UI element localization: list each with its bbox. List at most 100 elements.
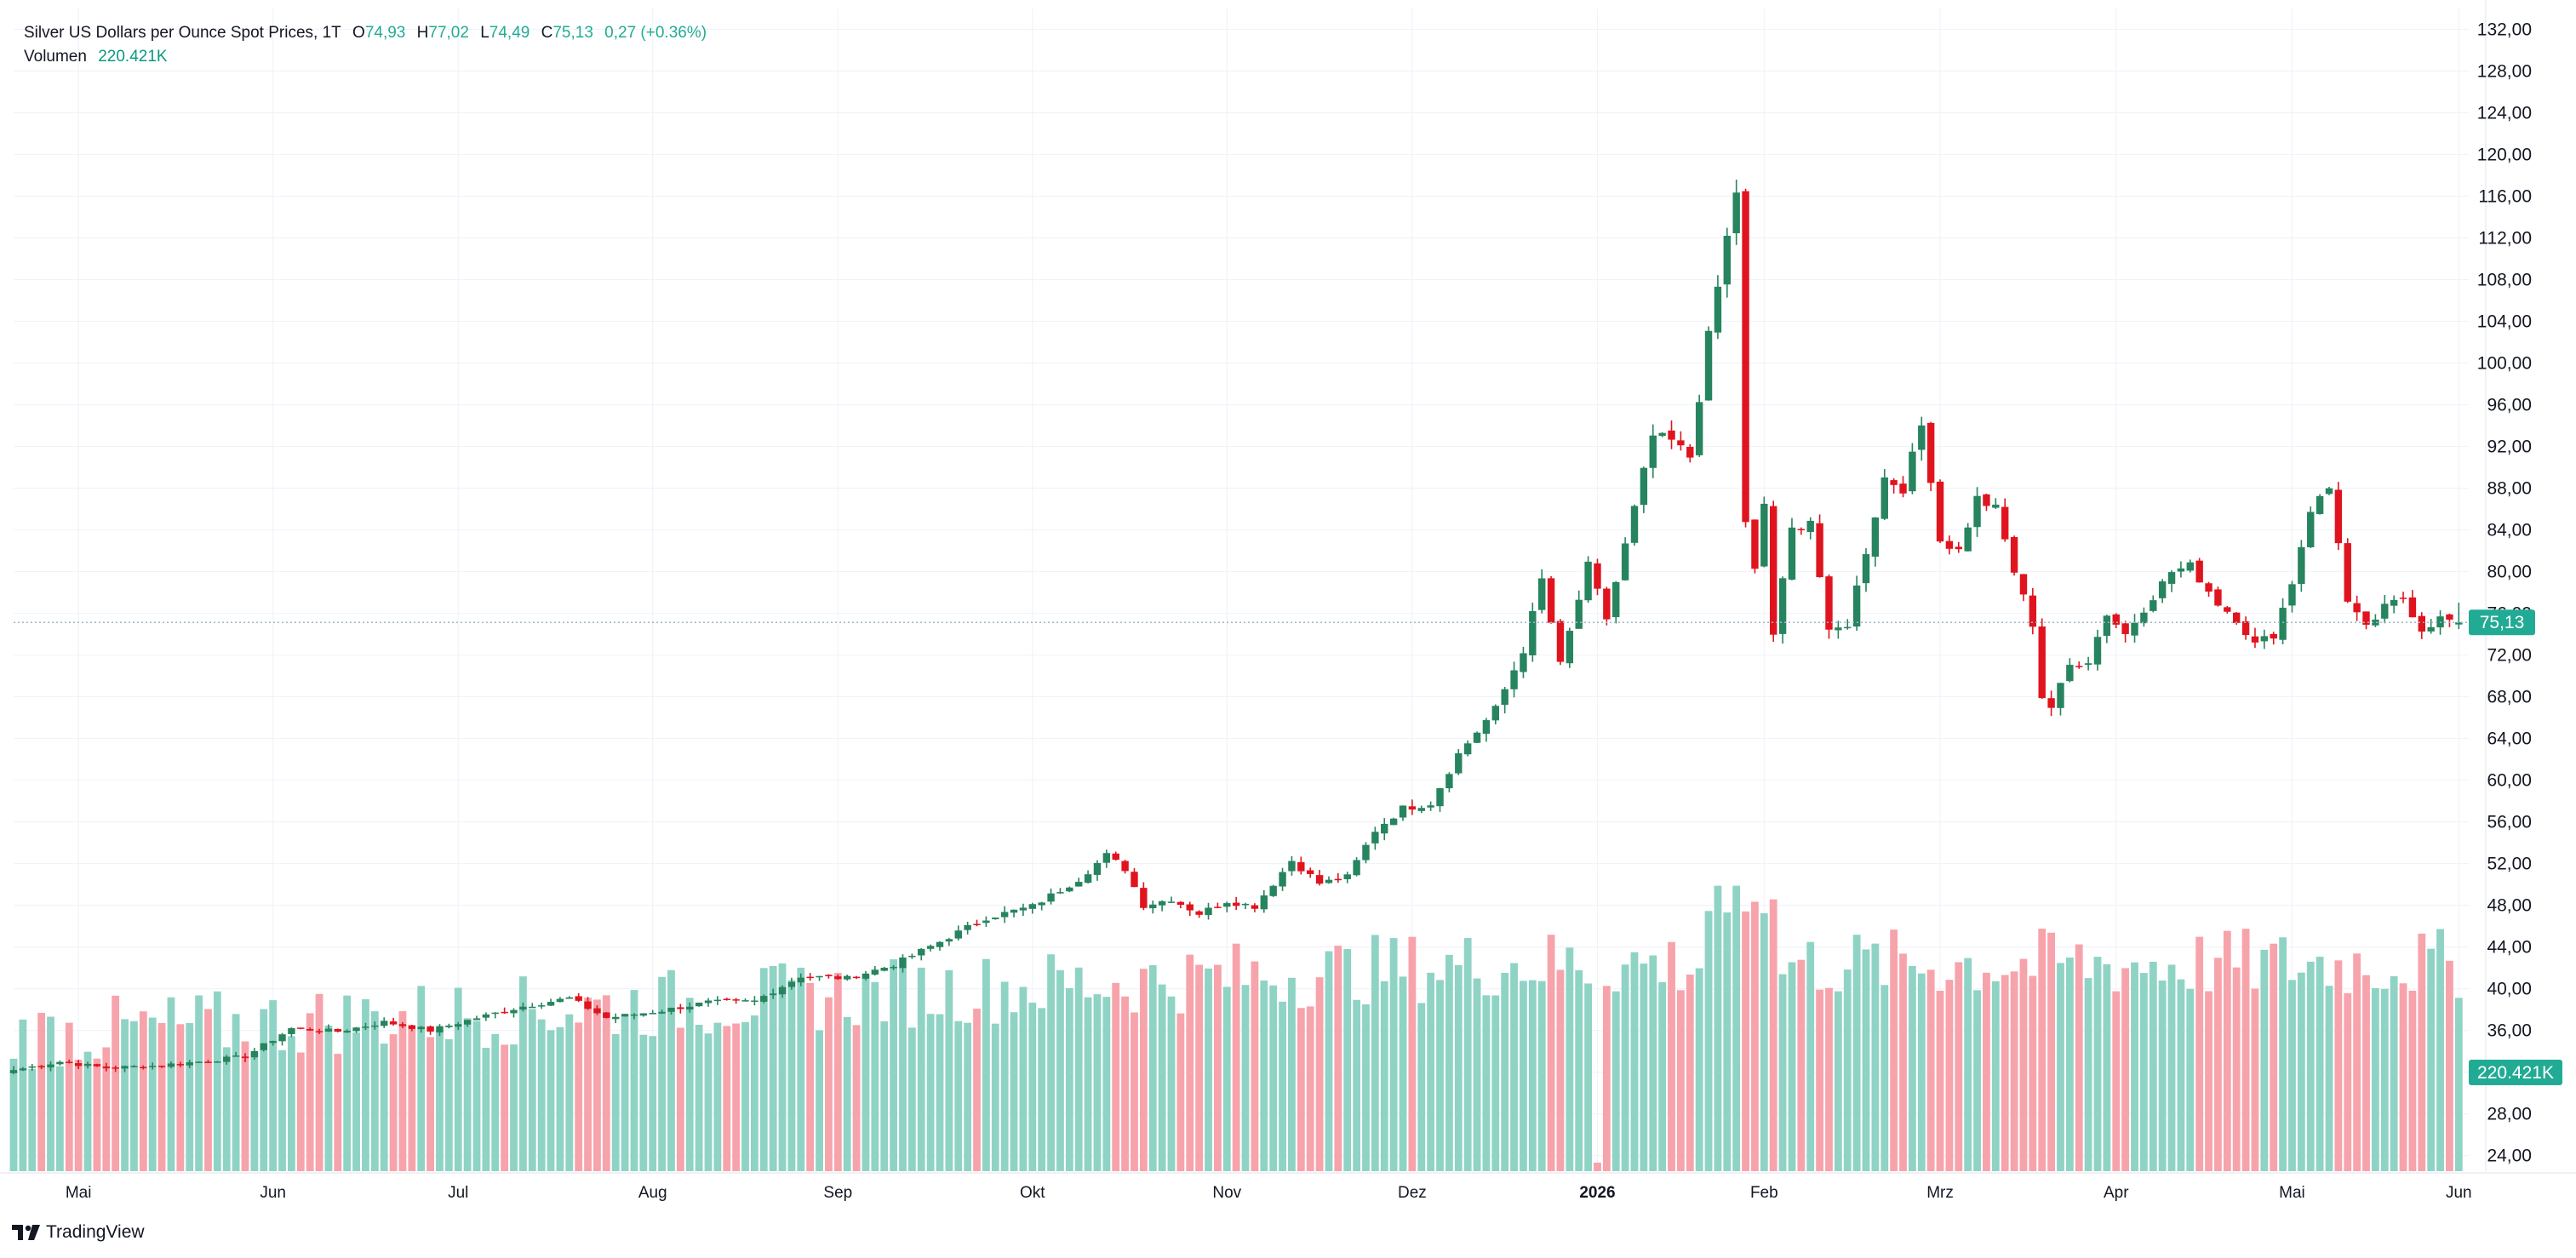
candle-body — [1232, 902, 1240, 906]
volume-bar — [157, 1022, 166, 1171]
candle-body — [954, 930, 962, 939]
candle-body — [1964, 527, 1972, 552]
volume-bar — [1102, 997, 1111, 1171]
volume-bar — [1158, 984, 1166, 1171]
volume-bar — [2214, 958, 2222, 1171]
volume-bar — [759, 968, 768, 1171]
volume-bar — [269, 1000, 278, 1171]
candle-body — [426, 1026, 434, 1032]
symbol-legend[interactable]: Silver US Dollars per Ounce Spot Prices,… — [24, 24, 713, 43]
volume-bar — [695, 1024, 703, 1171]
candle-body — [2381, 603, 2389, 619]
volume-bar — [65, 1022, 73, 1171]
volume-bar — [806, 982, 815, 1171]
volume-bar — [1528, 980, 1537, 1171]
candle-body — [1307, 870, 1314, 874]
volume-bar — [1556, 969, 1565, 1171]
volume-bar — [547, 1030, 555, 1171]
price-tick-label: 68,00 — [2487, 688, 2532, 707]
candle-body — [1686, 446, 1694, 458]
volume-bar — [370, 1011, 379, 1171]
candle-body — [1362, 844, 1370, 861]
volume-bar — [2140, 973, 2148, 1171]
candle-body — [2047, 698, 2055, 708]
volume-bar — [778, 963, 787, 1171]
candle-body — [1844, 626, 1852, 629]
candle-body — [2279, 608, 2287, 640]
volume-bar — [2010, 971, 2018, 1171]
volume-bar — [1677, 990, 1685, 1171]
candle-body — [204, 1061, 212, 1063]
candle-body — [704, 1000, 713, 1004]
volume-bar — [1566, 947, 1574, 1171]
brand[interactable]: TradingView — [12, 1222, 145, 1243]
volume-bar — [491, 1033, 500, 1171]
volume-bar — [1695, 968, 1703, 1171]
time-tick-label: Jun — [260, 1184, 286, 1202]
volume-bar — [19, 1019, 27, 1171]
volume-bar — [2112, 991, 2121, 1171]
price-tick-label: 56,00 — [2487, 813, 2532, 832]
volume-bar — [732, 1023, 741, 1171]
volume-bar — [2390, 975, 2398, 1171]
volume-bar — [2205, 991, 2212, 1171]
candle-body — [556, 998, 564, 1003]
candle-body — [519, 1006, 527, 1010]
candle-body — [2057, 683, 2064, 708]
volume-bar — [1945, 980, 1954, 1171]
volume-bar — [593, 999, 601, 1171]
price-tick-label: 108,00 — [2477, 271, 2532, 290]
candle-body — [1649, 435, 1657, 468]
candle-body — [1102, 853, 1111, 863]
time-tick-label: Apr — [2104, 1184, 2129, 1202]
candle-body — [1455, 753, 1463, 774]
volume-bar — [537, 1019, 546, 1171]
candle-body — [992, 917, 999, 919]
candle-body — [2288, 584, 2296, 606]
candle-body — [1121, 861, 1129, 872]
volume-bar — [288, 1036, 295, 1171]
candle-body — [74, 1063, 83, 1066]
volume-bar — [195, 995, 203, 1171]
volume-bar — [1658, 981, 1667, 1171]
volume-bar — [2065, 958, 2074, 1171]
volume-legend[interactable]: Volumen 220.421K — [24, 48, 175, 66]
volume-bar — [797, 967, 805, 1171]
candle-body — [529, 1006, 536, 1009]
candle-body — [2112, 614, 2120, 625]
volume-bar — [176, 1024, 185, 1171]
volume-bar — [1778, 974, 1787, 1171]
volume-bar — [1408, 936, 1417, 1171]
candle-body — [834, 976, 842, 980]
volume-bar — [917, 967, 925, 1171]
volume-bar — [1825, 987, 1833, 1171]
candle-body — [1658, 432, 1666, 437]
candle-body — [1158, 901, 1166, 906]
candle-body — [760, 996, 768, 1002]
volume-bar — [1315, 977, 1324, 1171]
volume-bar — [2241, 929, 2250, 1171]
candle-body — [1334, 878, 1342, 881]
candle-body — [455, 1024, 462, 1027]
open-value: 74,93 — [364, 24, 406, 42]
candle-body — [1575, 599, 1583, 629]
volume-bar — [1510, 963, 1518, 1171]
volume-bar — [417, 986, 426, 1171]
volume-bar — [649, 1036, 657, 1171]
volume-bar — [880, 1021, 889, 1171]
candle-body — [510, 1009, 518, 1014]
volume-value: 220.421K — [98, 48, 168, 66]
candle-body — [102, 1066, 110, 1069]
time-axis[interactable]: Mai Jun Jul Aug Sep Okt Nov Dez 2026 Feb Mrz Apr Mai… — [0, 1172, 2576, 1202]
volume-bar — [1547, 935, 1555, 1171]
volume-bar — [2325, 986, 2333, 1171]
candle-body — [2307, 512, 2315, 547]
price-axis[interactable]: 24,0028,0032,0036,0040,0044,0048,0052,00… — [2477, 0, 2532, 1171]
volume-bar — [2251, 988, 2259, 1171]
candle-body — [1973, 495, 1981, 528]
candle-body — [1510, 670, 1518, 689]
volume-bar — [2297, 972, 2305, 1171]
candle-body — [1566, 631, 1574, 664]
volume-bar — [112, 995, 120, 1171]
